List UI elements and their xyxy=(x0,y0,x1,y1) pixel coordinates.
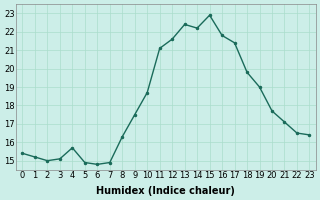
X-axis label: Humidex (Indice chaleur): Humidex (Indice chaleur) xyxy=(97,186,236,196)
